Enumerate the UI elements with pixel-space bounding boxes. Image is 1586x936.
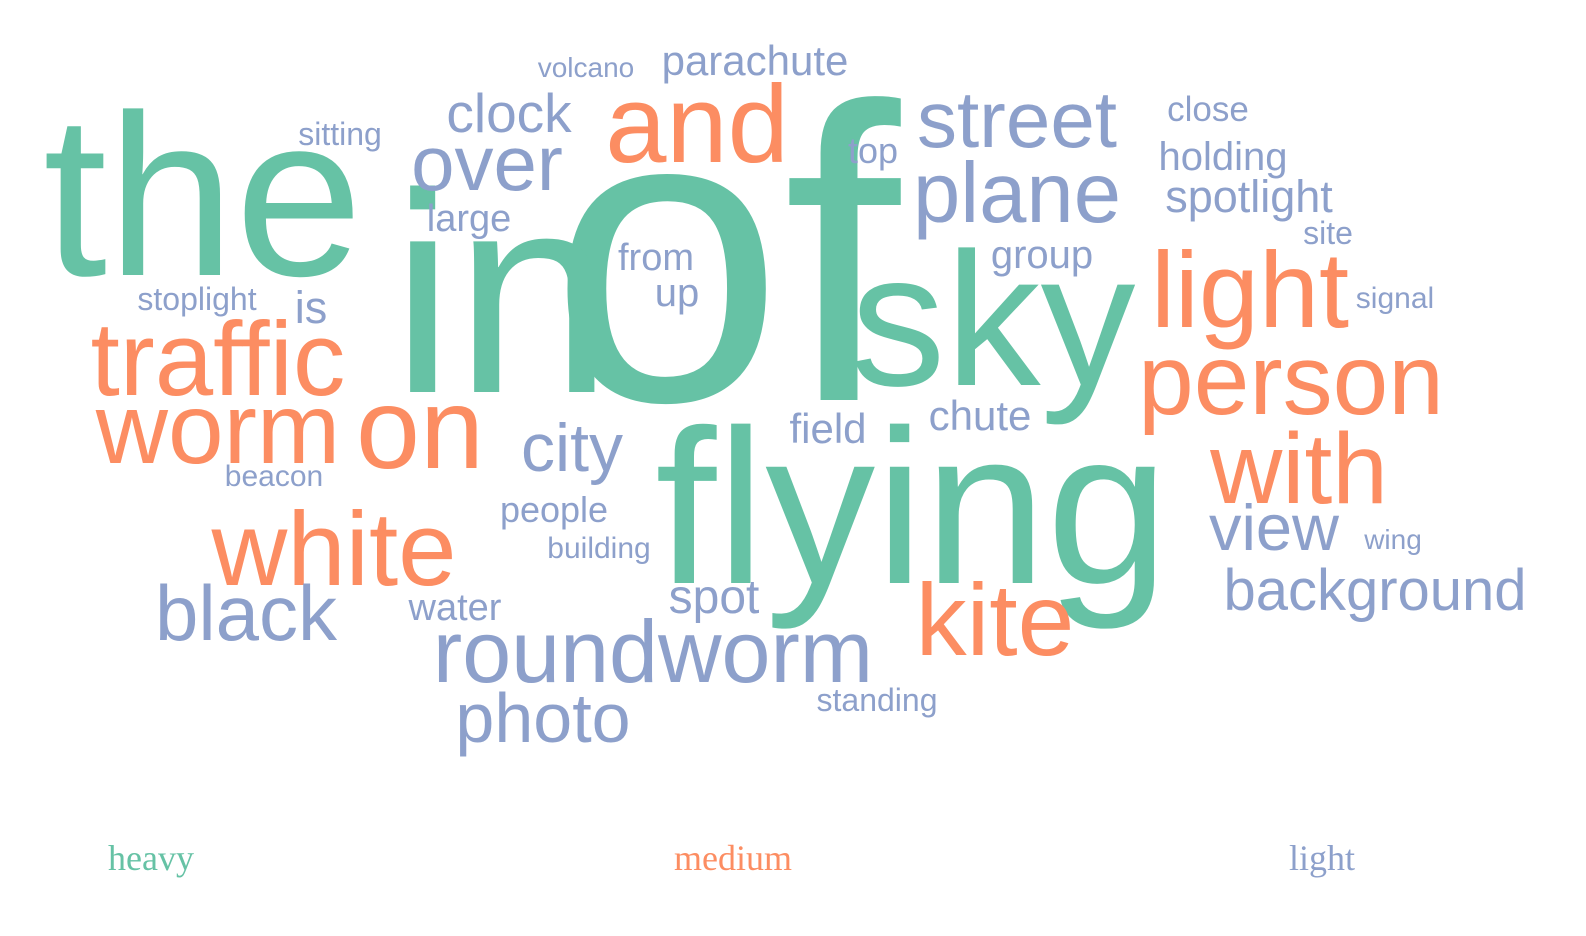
word-volcano: volcano xyxy=(538,52,635,83)
word-spot: spot xyxy=(669,571,760,624)
word-city: city xyxy=(521,410,623,486)
word-plane: plane xyxy=(913,146,1121,241)
word-water: water xyxy=(408,587,502,629)
word-parachute: parachute xyxy=(662,37,849,84)
word-clock: clock xyxy=(446,82,572,144)
word-in: in xyxy=(391,135,613,453)
word-light: light xyxy=(1151,229,1349,350)
word-sitting: sitting xyxy=(298,116,382,152)
word-sky: sky xyxy=(851,214,1136,426)
word-group: group xyxy=(991,233,1093,277)
word-background: background xyxy=(1223,558,1526,623)
legend-light: light xyxy=(1289,838,1356,878)
word-standing: standing xyxy=(817,682,938,718)
word-large: large xyxy=(427,198,512,240)
legend-heavy: heavy xyxy=(108,838,194,878)
word-site: site xyxy=(1303,215,1353,251)
word-building: building xyxy=(547,532,650,565)
word-roundworm: roundworm xyxy=(433,602,873,701)
word-stoplight: stoplight xyxy=(137,281,256,317)
word-beacon: beacon xyxy=(225,460,323,493)
word-spotlight: spotlight xyxy=(1165,171,1333,222)
word-over: over xyxy=(411,119,563,207)
word-wing: wing xyxy=(1363,524,1422,555)
word-the: the xyxy=(43,67,363,324)
word-view: view xyxy=(1209,491,1340,564)
word-people: people xyxy=(500,489,608,530)
word-with: with xyxy=(1209,413,1388,525)
word-person: person xyxy=(1138,324,1444,436)
legend-medium: medium xyxy=(674,838,792,878)
word-signal: signal xyxy=(1356,282,1434,315)
word-up: up xyxy=(655,271,700,315)
word-close: close xyxy=(1167,90,1249,129)
word-and: and xyxy=(605,63,789,186)
word-kite: kite xyxy=(916,563,1075,677)
word-street: street xyxy=(917,75,1117,164)
word-photo: photo xyxy=(455,679,630,757)
word-from: from xyxy=(618,237,694,279)
word-worm: worm xyxy=(95,373,340,485)
word-top: top xyxy=(848,130,898,171)
word-flying: flying xyxy=(655,384,1169,630)
word-chute: chute xyxy=(929,392,1032,439)
word-holding: holding xyxy=(1158,135,1287,179)
word-of: of xyxy=(550,21,902,490)
word-field: field xyxy=(789,405,866,452)
word-black: black xyxy=(155,569,338,657)
word-is: is xyxy=(295,282,328,333)
word-white: white xyxy=(210,491,456,608)
word-traffic: traffic xyxy=(91,301,346,418)
word-on: on xyxy=(356,365,484,493)
